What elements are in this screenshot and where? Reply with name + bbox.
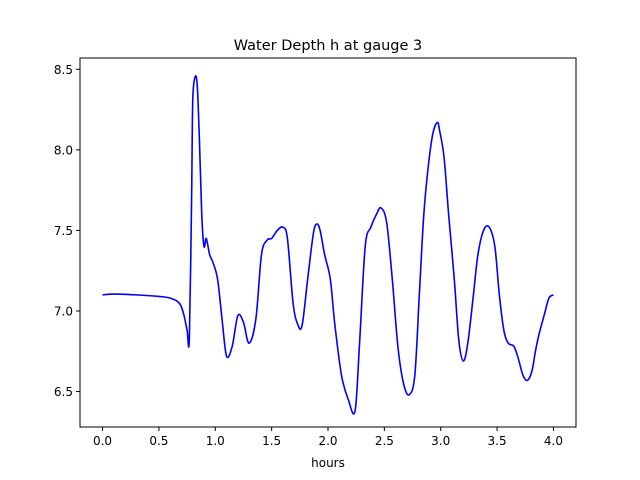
y-tick-label: 8.5 bbox=[54, 63, 73, 77]
x-tick-label: 4.0 bbox=[544, 434, 563, 448]
y-tick-label: 6.5 bbox=[54, 385, 73, 399]
x-tick-label: 2.5 bbox=[375, 434, 394, 448]
y-tick-label: 8.0 bbox=[54, 143, 73, 157]
x-axis-label: hours bbox=[311, 456, 345, 470]
x-tick-label: 1.5 bbox=[262, 434, 281, 448]
chart-title: Water Depth h at gauge 3 bbox=[234, 38, 422, 54]
x-tick-label: 2.0 bbox=[318, 434, 337, 448]
x-tick-label: 3.0 bbox=[431, 434, 450, 448]
y-axis: 6.5 7.0 7.5 8.0 8.5 bbox=[54, 63, 80, 399]
x-tick-label: 0.0 bbox=[93, 434, 112, 448]
water-depth-series-line bbox=[102, 75, 554, 415]
plot-frame bbox=[79, 57, 577, 428]
x-tick-label: 1.0 bbox=[206, 434, 225, 448]
x-axis: 0.0 0.5 1.0 1.5 2.0 2.5 3.0 3.5 4.0 bbox=[93, 427, 563, 448]
x-tick-label: 3.5 bbox=[488, 434, 507, 448]
y-tick-label: 7.5 bbox=[54, 224, 73, 238]
y-tick-label: 7.0 bbox=[54, 304, 73, 318]
x-tick-label: 0.5 bbox=[149, 434, 168, 448]
plot-area bbox=[102, 75, 554, 415]
